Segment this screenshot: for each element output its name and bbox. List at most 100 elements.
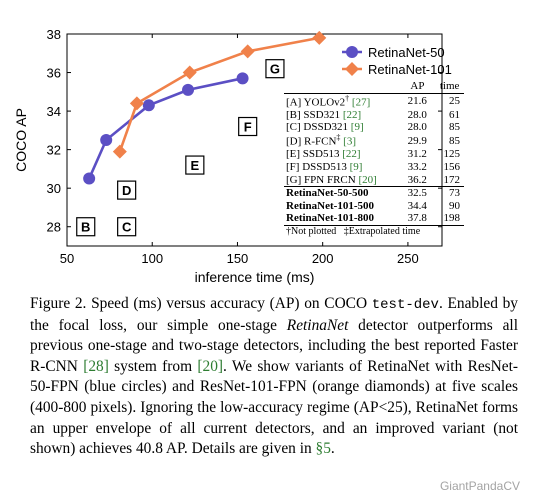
table-row-retinanet: RetinaNet-101-500 34.4 90 [284,199,464,212]
y-tick-label: 32 [47,143,61,158]
table-cell-time: 85 [449,134,460,147]
method-name: [A] YOLOv2 [286,96,346,109]
data-point [182,83,195,96]
table-header-method [284,80,400,93]
point-label-text: B [81,220,90,235]
method-ref[interactable]: [20] [355,173,377,186]
point-label-box [265,59,285,79]
y-tick-label: 34 [47,104,61,119]
point-label-g: G [265,59,285,79]
method-ref[interactable]: [3] [340,136,356,149]
point-label-b: B [76,217,96,237]
table-cell-method: RetinaNet-101-800 [286,212,374,225]
method-ref[interactable]: [22] [340,108,362,121]
table-cell-method: [G] FPN FRCN [20] [284,173,400,186]
caption-ref-20[interactable]: [20] [197,357,224,375]
table-cell-time: 73 [449,187,460,200]
data-point [129,96,144,111]
table-cell-method: [C] DSSD321 [9] [284,121,400,134]
point-label-box [117,217,137,237]
table-cell-ap: 32.5 [407,187,427,200]
point-label-f: F [238,116,258,137]
legend-label: RetinaNet-101 [368,62,452,77]
table-cell-ap: 28.0 [407,108,427,121]
table-cell-method: RetinaNet-101-500 [286,199,374,212]
figure-caption: Figure 2. Speed (ms) versus accuracy (AP… [30,294,518,460]
method-name: [F] DSSD513 [286,160,347,173]
series-retinanet-50 [83,72,249,185]
method-ref[interactable]: [27] [349,96,371,109]
detector-table: AP time [A] YOLOv2† [27] 21.6 25 [B] SSD321… [284,80,464,238]
y-tick-label: 30 [47,181,61,196]
table-row: [D] R-FCN‡ [3] 29.9 85 [284,133,464,148]
footnote-extrapolated: ‡Extrapolated time [343,226,421,238]
method-name: [E] SSD513 [286,148,340,161]
method-name: [D] R-FCN [286,136,337,149]
table-cell-time: 198 [443,212,461,225]
table-cell-method: [D] R-FCN‡ [3] [284,133,400,148]
x-tick-label: 200 [312,251,334,266]
method-ref[interactable]: [22] [339,148,361,161]
data-point [182,65,197,80]
table-cell-ap: 29.9 [407,134,427,147]
table-cell-ap: 31.2 [407,148,427,161]
caption-part6: . [330,440,335,458]
table-cell-method: [B] SSD321 [22] [284,108,400,121]
x-tick-label: 250 [397,251,419,266]
point-label-text: E [191,158,200,173]
table-cell-method: [A] YOLOv2† [27] [284,93,400,109]
point-label-text: F [244,120,252,135]
legend-label: RetinaNet-50 [368,45,445,60]
table-row-retinanet: RetinaNet-101-800 37.8 198 [284,212,464,226]
point-label-box [117,180,137,200]
axes: 50 100 150 200 250 28 30 32 34 36 38 inference time… [13,27,443,285]
table-header-time: time [439,80,460,93]
table-row: [B] SSD321 [22] 28.0 61 [284,108,464,121]
table-row: [G] FPN FRCN [20] 36.2 172 [284,173,464,186]
table-cell-time: 90 [449,199,460,212]
legend-item: RetinaNet-50 [342,45,445,60]
legend: RetinaNet-50 RetinaNet-101 [342,45,452,77]
method-ref[interactable]: [9] [348,121,364,134]
point-label-c: C [117,217,137,237]
method-name: [G] FPN FRCN [286,173,356,186]
y-tick-label: 38 [47,27,61,42]
caption-part1: Figure 2. Speed (ms) versus accuracy (AP… [30,295,372,312]
method-name: [B] SSD321 [286,108,341,121]
table-cell-ap: 28.0 [407,121,427,134]
table-cell-ap: 37.8 [407,212,427,225]
legend-marker [346,46,358,58]
caption-ref-28[interactable]: [28] [83,357,109,375]
data-point [240,44,255,59]
plot-frame [66,33,443,247]
data-point [312,30,327,45]
data-point [100,134,113,146]
table-cell-time: 156 [443,160,461,173]
table-cell-time: 172 [443,173,461,186]
legend-marker [345,62,359,76]
point-label-text: D [122,183,131,198]
table-cell-time: 85 [449,121,460,134]
method-ref[interactable]: [9] [346,160,363,173]
speed-accuracy-chart: 50 100 150 200 250 28 30 32 34 36 38 inference time… [13,27,452,285]
table-cell-time: 61 [449,108,460,121]
point-label-e: E [185,155,205,175]
x-tick-label: 50 [60,251,74,266]
caption-part2: . Enabled by the focal loss, our simple … [30,295,518,334]
caption-italic: RetinaNet [286,316,349,334]
caption-part4: system from [108,357,198,375]
footnote-not-plotted: †Not plotted [286,226,337,238]
table-cell-ap: 34.4 [407,199,427,212]
caption-ref-sec5[interactable]: §5 [315,440,331,458]
caption-code: test-dev [371,297,439,313]
point-label-box [76,217,96,237]
caption-part3: detector outperforms all previous one-st… [30,316,518,375]
method-name: [C] DSSD321 [286,121,349,134]
table-row: [E] SSD513 [22] 31.2 125 [284,148,464,161]
point-label-text: C [122,220,132,235]
point-label-box [185,155,205,175]
table-footnote: †Not plotted ‡Extrapolated time [284,225,464,238]
caption-part5: . We show variants of RetinaNet with Res… [30,357,519,458]
table-header: AP time [284,80,464,94]
x-axis-label: inference time (ms) [195,269,315,285]
